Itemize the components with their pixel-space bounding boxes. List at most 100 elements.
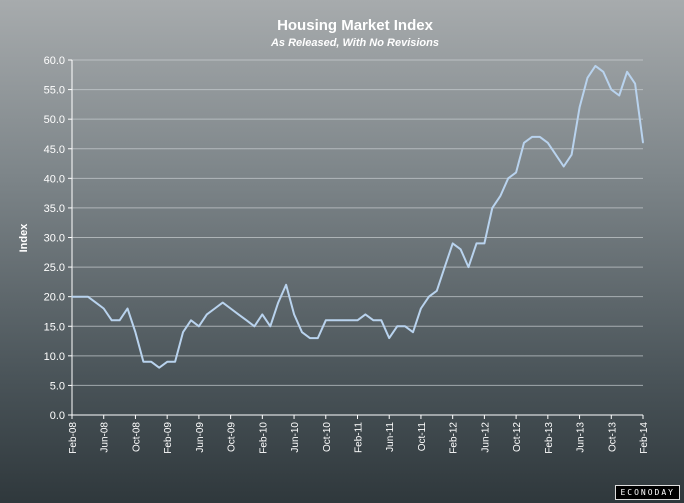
x-tick-label: Oct-11 — [417, 422, 428, 452]
x-tick-label: Feb-14 — [639, 422, 650, 454]
data-point — [95, 301, 97, 304]
data-point — [555, 154, 557, 156]
data-point — [150, 361, 152, 363]
x-tick-label: Jun-10 — [290, 422, 301, 453]
x-tick-label: Oct-12 — [512, 422, 523, 452]
data-point — [309, 337, 311, 339]
data-point — [198, 325, 200, 327]
data-point — [539, 136, 541, 138]
series-layer — [71, 64, 644, 369]
data-point — [563, 165, 565, 168]
data-point — [452, 242, 454, 245]
data-point — [578, 106, 581, 108]
y-tick-label: 40.0 — [44, 173, 65, 185]
data-point — [317, 337, 319, 339]
y-tick-label: 55.0 — [44, 85, 65, 97]
data-point — [348, 319, 351, 321]
data-point — [277, 301, 279, 304]
x-tick-label: Jun-11 — [385, 422, 396, 452]
data-point — [372, 319, 374, 321]
data-point — [412, 331, 414, 333]
y-tick-label: 25.0 — [44, 262, 65, 274]
data-point — [269, 325, 271, 327]
data-point — [626, 71, 628, 73]
data-point — [103, 307, 105, 310]
y-tick-label: 45.0 — [44, 144, 65, 156]
data-point — [483, 242, 485, 245]
data-point — [610, 88, 612, 91]
x-tick-label: Feb-11 — [354, 422, 365, 453]
data-point — [245, 319, 248, 321]
data-point — [420, 307, 422, 310]
data-point — [341, 319, 343, 321]
data-point — [261, 313, 263, 316]
data-point — [388, 337, 390, 339]
y-tick-label: 5.0 — [50, 380, 65, 392]
data-point — [174, 361, 176, 363]
data-point — [475, 242, 478, 245]
y-tick-label: 30.0 — [44, 233, 65, 245]
data-point — [642, 142, 644, 144]
data-point — [293, 313, 295, 316]
x-tick-label: Feb-09 — [163, 422, 174, 454]
y-tick-label: 35.0 — [44, 203, 65, 215]
y-tick-label: 50.0 — [44, 114, 65, 126]
data-point — [491, 207, 493, 209]
data-point — [222, 301, 224, 304]
chart-subtitle: As Released, With No Revisions — [270, 37, 439, 49]
data-point — [230, 307, 232, 310]
data-point — [118, 319, 121, 321]
data-point — [499, 195, 501, 197]
data-point — [618, 94, 620, 97]
x-tick-label: Jun-09 — [195, 422, 206, 453]
x-tick-label: Jun-13 — [576, 422, 587, 453]
data-point — [515, 171, 517, 174]
data-point — [531, 136, 533, 138]
data-point — [126, 307, 129, 310]
data-point — [134, 331, 137, 333]
data-point — [111, 319, 113, 321]
data-point — [634, 83, 636, 85]
data-point — [253, 325, 256, 327]
data-point — [87, 296, 89, 298]
y-tick-label: 20.0 — [44, 292, 65, 304]
data-point — [301, 331, 303, 333]
y-axis-label: Index — [18, 223, 30, 253]
data-point — [356, 319, 359, 321]
data-point — [166, 361, 168, 363]
x-tick-label: Jun-08 — [100, 422, 111, 453]
data-point — [206, 313, 208, 316]
data-point — [594, 65, 597, 67]
data-point — [79, 296, 81, 298]
chart-title: Housing Market Index — [277, 17, 434, 34]
data-point — [459, 248, 462, 250]
econoday-logo: ECONODAY — [615, 485, 680, 500]
x-tick-label: Feb-12 — [449, 422, 460, 454]
data-point — [325, 319, 327, 321]
data-point — [364, 313, 367, 316]
data-point — [158, 367, 160, 369]
data-point — [396, 325, 398, 327]
x-tick-label: Oct-08 — [131, 422, 142, 452]
gridlines — [72, 59, 643, 386]
y-tick-label: 10.0 — [44, 351, 65, 363]
x-tick-label: Feb-08 — [68, 422, 79, 454]
data-point — [428, 296, 430, 298]
data-point — [571, 154, 573, 156]
data-point — [190, 319, 192, 321]
data-point — [602, 71, 604, 73]
data-point — [71, 296, 73, 298]
x-tick-label: Jun-12 — [480, 422, 491, 453]
data-point — [523, 142, 525, 144]
x-tick-label: Oct-13 — [607, 422, 618, 452]
y-tick-label: 60.0 — [44, 55, 65, 67]
data-point — [444, 266, 446, 268]
y-tick-label: 15.0 — [44, 321, 65, 333]
data-point — [285, 284, 287, 286]
data-point — [142, 361, 144, 363]
data-point — [547, 142, 549, 144]
data-point — [436, 290, 438, 292]
data-point — [237, 313, 240, 316]
data-point — [380, 319, 382, 321]
data-point — [214, 307, 216, 310]
